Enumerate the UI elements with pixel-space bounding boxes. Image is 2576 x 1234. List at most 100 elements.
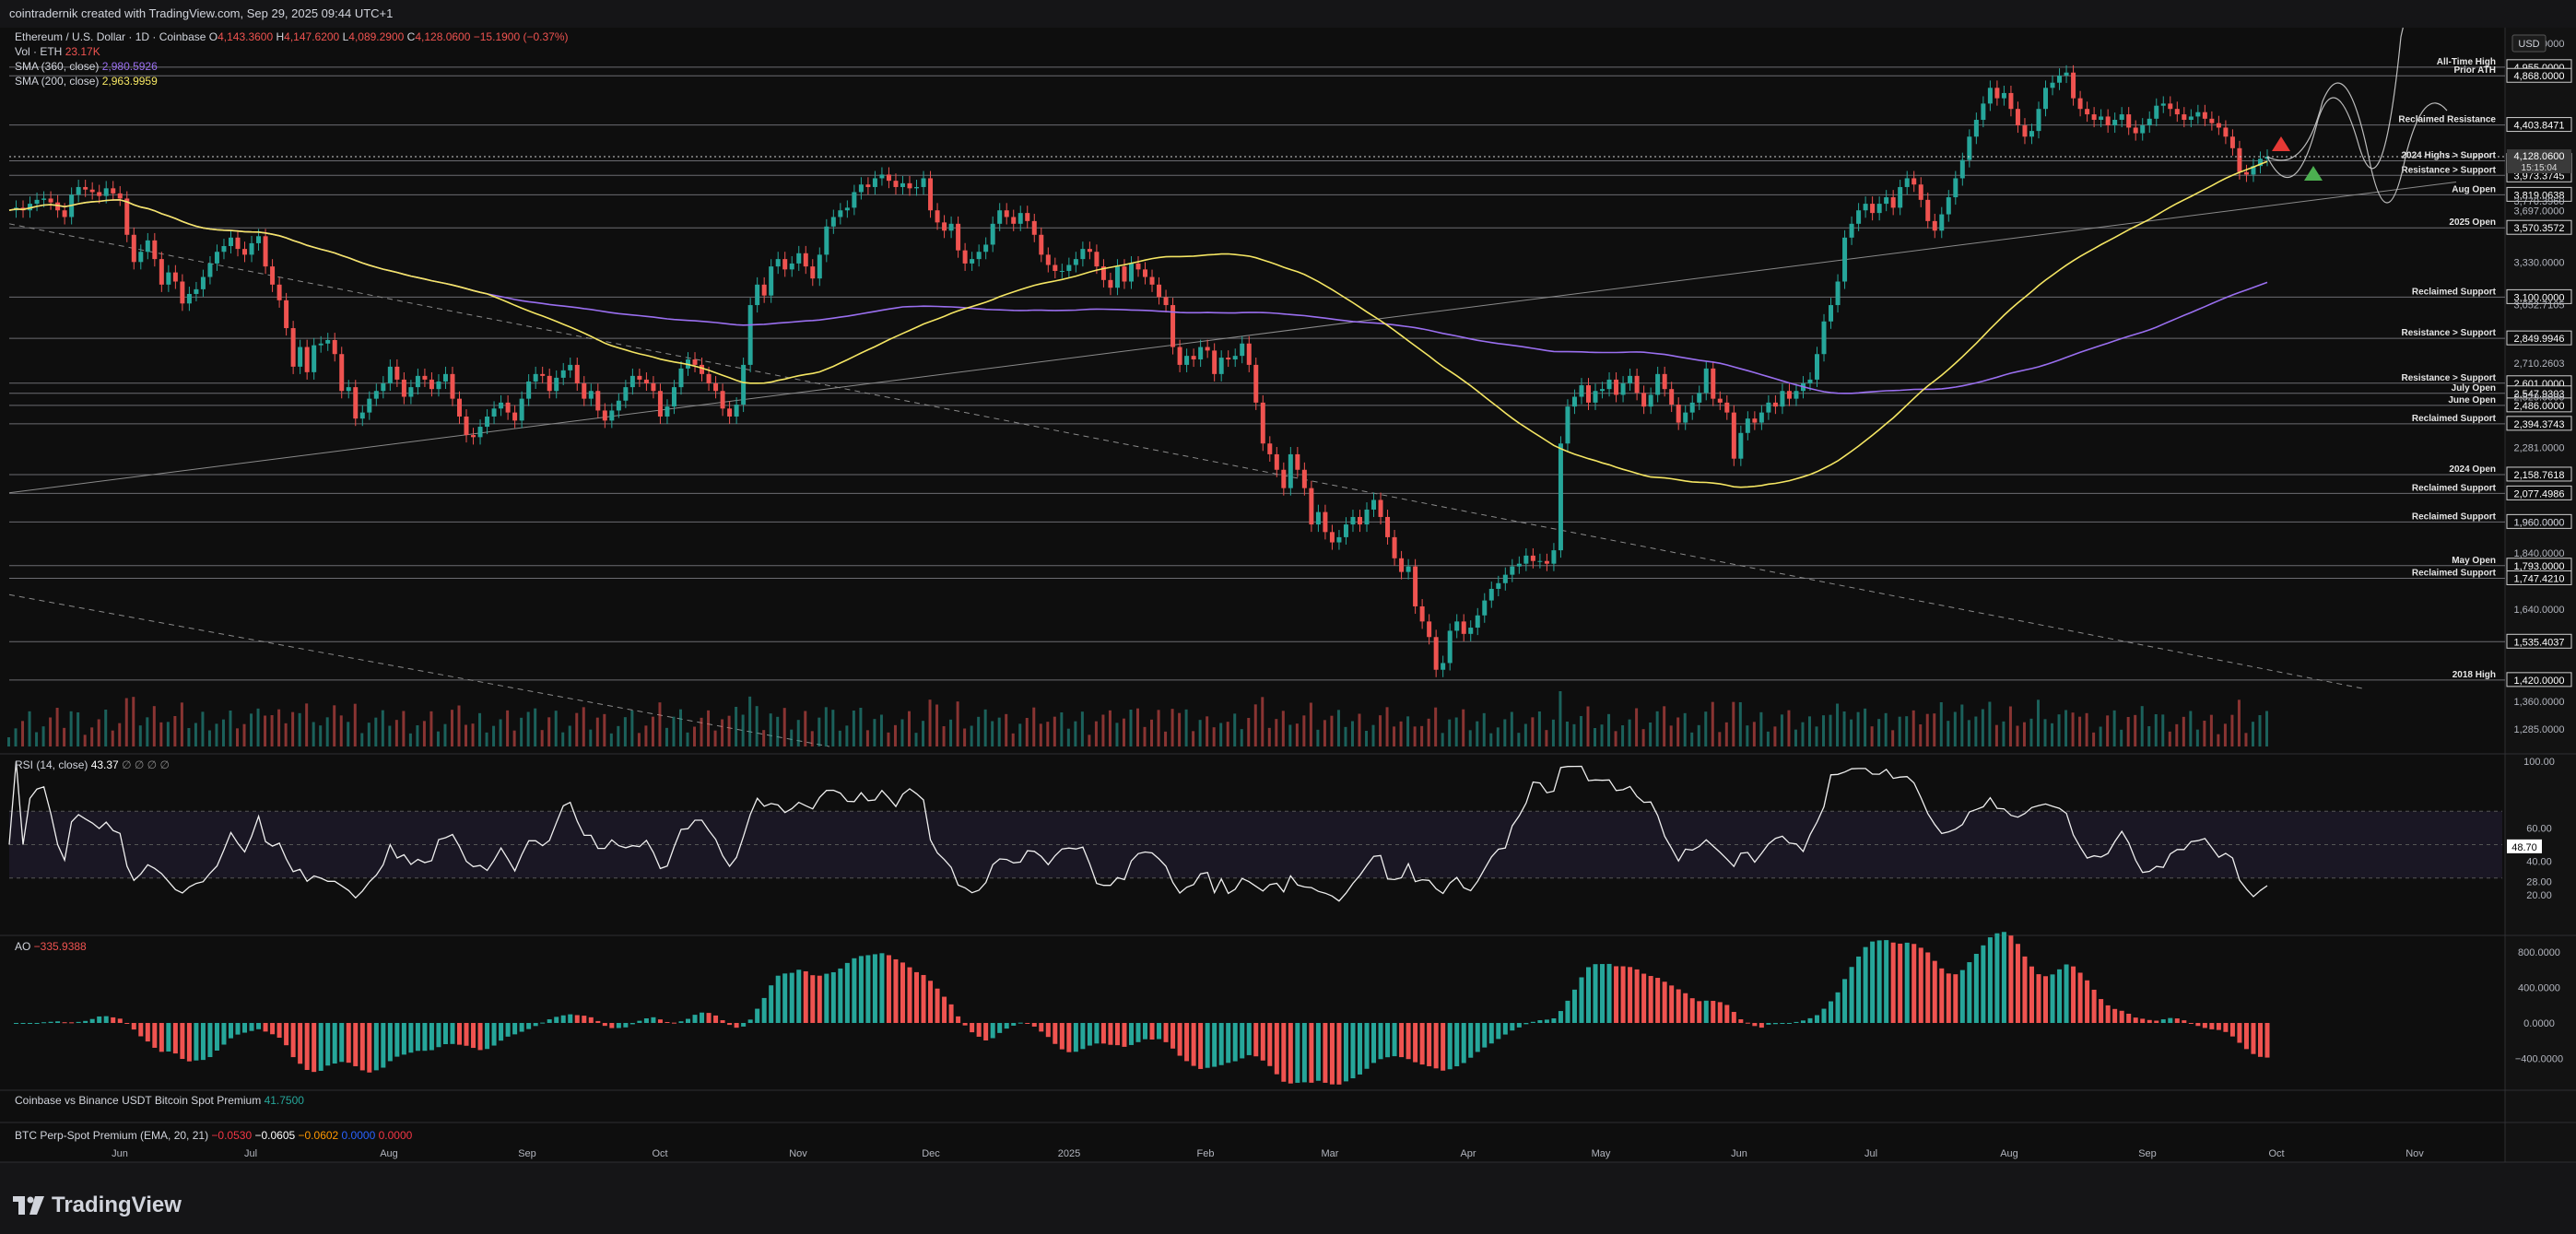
ao-bar bbox=[1004, 1023, 1009, 1029]
volume-bar bbox=[506, 710, 510, 746]
volume-bar bbox=[76, 712, 80, 746]
volume-bar bbox=[1094, 721, 1098, 746]
ao-bar bbox=[526, 1023, 532, 1029]
ao-bar bbox=[775, 975, 781, 1023]
volume-bar bbox=[1752, 722, 1756, 746]
candle-body bbox=[1676, 404, 1681, 423]
candle-body bbox=[1246, 343, 1252, 365]
ao-bar bbox=[76, 1021, 81, 1023]
time-axis-label: Apr bbox=[1460, 1148, 1476, 1159]
candle-body bbox=[1488, 588, 1494, 601]
candle-body bbox=[1011, 217, 1017, 224]
volume-bar bbox=[2147, 726, 2151, 746]
tradingview-logo[interactable]: TradingView bbox=[13, 1193, 182, 1218]
level-label: Reclaimed Support bbox=[2412, 483, 2497, 493]
candle-body bbox=[1240, 343, 1245, 357]
volume-bar bbox=[609, 733, 613, 746]
ao-bar bbox=[686, 1018, 691, 1023]
ao-bar bbox=[2195, 1023, 2201, 1027]
ao-bar bbox=[1911, 944, 1917, 1023]
volume-bar bbox=[28, 711, 31, 746]
candle-body bbox=[263, 236, 268, 267]
candle-body bbox=[1766, 402, 1771, 413]
candle-body bbox=[2071, 72, 2076, 99]
candle-body bbox=[956, 223, 961, 251]
candle-body bbox=[1516, 563, 1522, 567]
ao-bar bbox=[1198, 1023, 1204, 1069]
price-tag bbox=[2506, 672, 2572, 688]
ao-bar bbox=[2064, 964, 2069, 1023]
candle-body bbox=[2251, 166, 2256, 175]
candle-body bbox=[512, 412, 518, 421]
footer-bar: TradingView bbox=[0, 1178, 2576, 1234]
candle-body bbox=[1482, 600, 1488, 616]
ao-bar bbox=[1149, 1023, 1155, 1040]
ao-bar bbox=[1551, 1018, 1557, 1023]
ao-bar bbox=[1821, 1008, 1827, 1023]
volume-bar bbox=[741, 714, 745, 746]
price-tag bbox=[2506, 67, 2572, 83]
chart-area[interactable]: All-Time High4,955.0000Prior ATH4,868.00… bbox=[0, 28, 2576, 1178]
volume-bar bbox=[1170, 709, 1174, 746]
volume-bar bbox=[1192, 731, 1195, 746]
ao-bar bbox=[1128, 1023, 1134, 1045]
ao-bar bbox=[117, 1018, 123, 1023]
ao-bar bbox=[2174, 1018, 2180, 1023]
ao-bar bbox=[830, 971, 836, 1023]
lower-trendline bbox=[8, 593, 830, 747]
candle-body bbox=[1205, 347, 1210, 351]
volume-bar bbox=[1967, 720, 1970, 746]
volume-bar bbox=[2078, 716, 2082, 746]
ao-bar bbox=[1080, 1023, 1086, 1050]
volume-bar bbox=[1053, 716, 1056, 746]
volume-value: 23.17K bbox=[65, 45, 100, 58]
volume-bar bbox=[1039, 723, 1042, 746]
volume-bar bbox=[1690, 732, 1694, 746]
ao-bar bbox=[1496, 1023, 1501, 1040]
volume-bar bbox=[1178, 712, 1182, 746]
candle-body bbox=[700, 364, 705, 374]
ao-bar bbox=[1246, 1023, 1252, 1055]
candle-body bbox=[1392, 536, 1397, 558]
candle-body bbox=[387, 366, 393, 383]
ao-bar bbox=[574, 1015, 580, 1023]
ao-bar bbox=[1959, 970, 1965, 1023]
candle-body bbox=[373, 391, 379, 399]
ao-bar bbox=[1904, 942, 1910, 1023]
volume-bar bbox=[339, 715, 343, 746]
volume-bar bbox=[2251, 722, 2254, 746]
volume-bar bbox=[35, 732, 39, 746]
price-tag-value: 1,793.0000 bbox=[2513, 561, 2564, 572]
perp-label: BTC Perp-Spot Premium (EMA, 20, 21) bbox=[15, 1129, 211, 1142]
ao-bar bbox=[914, 971, 920, 1023]
volume-bar bbox=[991, 721, 994, 746]
ao-bar bbox=[1600, 964, 1606, 1023]
ao-bar bbox=[554, 1017, 559, 1023]
ao-bar bbox=[2036, 974, 2041, 1023]
volume-bar bbox=[547, 717, 551, 746]
ao-bar bbox=[1884, 940, 1889, 1023]
ao-bar bbox=[1170, 1023, 1176, 1049]
ao-bar bbox=[2182, 1020, 2187, 1023]
ao-bar bbox=[1544, 1019, 1549, 1023]
volume-bar bbox=[1350, 721, 1354, 746]
price-scale-label: 1,360.0000 bbox=[2513, 697, 2564, 708]
candle-body bbox=[1149, 276, 1155, 285]
volume-bar bbox=[2230, 714, 2234, 746]
rsi-scale-label: 20.00 bbox=[2526, 890, 2552, 901]
down-arrow-icon bbox=[2272, 135, 2290, 151]
candle-body bbox=[1731, 412, 1736, 459]
symbol-name: Ethereum / U.S. Dollar · 1D · Coinbase bbox=[15, 30, 209, 43]
volume-bar bbox=[347, 722, 350, 746]
volume-bar bbox=[678, 709, 682, 746]
level-label: June Open bbox=[2448, 395, 2496, 405]
ao-bar bbox=[194, 1023, 199, 1061]
candle-body bbox=[471, 435, 476, 438]
volume-bar bbox=[512, 730, 516, 746]
volume-bar bbox=[2043, 719, 2047, 746]
ao-bar bbox=[560, 1015, 566, 1023]
ao-bar bbox=[1427, 1023, 1432, 1066]
volume-bar bbox=[1281, 711, 1285, 746]
candle-body bbox=[2160, 103, 2166, 106]
volume-bar bbox=[658, 702, 662, 746]
